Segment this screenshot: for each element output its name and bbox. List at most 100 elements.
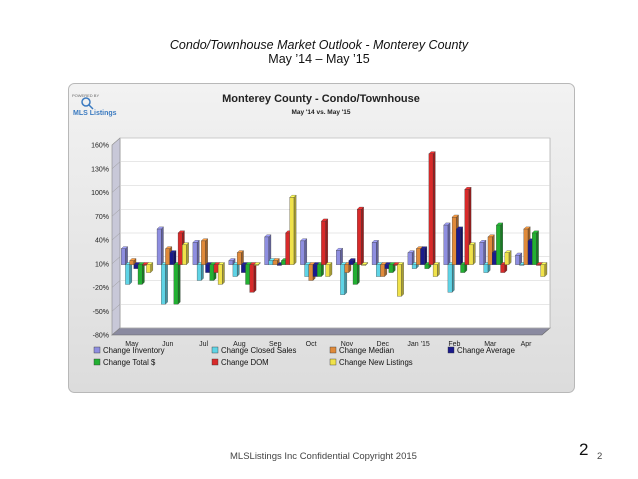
bar-front [411, 264, 417, 269]
bar-side [304, 238, 307, 266]
legend-item: Change Inventory [93, 346, 165, 355]
bar-front [165, 248, 170, 265]
bar [504, 250, 512, 266]
bar-side [173, 250, 177, 266]
x-tick-label: Jul [199, 341, 208, 348]
bar-side [401, 262, 404, 297]
bar-front [249, 264, 255, 293]
y-tick-label: -80% [93, 333, 109, 340]
gridline-side [111, 209, 121, 217]
bar [447, 262, 455, 293]
bar-side [432, 151, 436, 266]
bar [129, 258, 137, 266]
page-number-large: 2 [579, 440, 589, 459]
bar [146, 262, 154, 273]
bar [173, 262, 181, 305]
bar [352, 262, 360, 285]
gridline-side [111, 256, 121, 264]
bar-front [424, 264, 430, 269]
bar-front [380, 264, 385, 277]
bar-front [156, 228, 162, 265]
bar-front [300, 240, 305, 265]
bar-front [177, 232, 183, 265]
bar [495, 222, 504, 266]
bar-front [129, 260, 134, 265]
bar-front [357, 209, 362, 265]
x-axis: May Jun Jul Aug Sep Oct Nov Dec Jan '15 Feb Mar Apr [125, 341, 532, 348]
bar [396, 262, 405, 297]
bar-front [515, 255, 520, 265]
bar-side [508, 250, 512, 266]
bar-front [272, 260, 278, 265]
bar-front [245, 264, 250, 285]
gridline-side [111, 327, 121, 336]
legend-swatch [329, 358, 337, 366]
bar-side [424, 246, 428, 266]
x-tick-label: Jan '15 [407, 341, 429, 348]
bar [455, 226, 464, 266]
y-tick-label: 70% [95, 214, 109, 221]
plot-area [111, 137, 551, 336]
bar-front [523, 228, 529, 265]
y-tick-label: 40% [95, 238, 109, 245]
gridline-side [111, 280, 121, 288]
bar [236, 250, 244, 266]
bar-front [460, 264, 465, 273]
bar-front [241, 264, 246, 273]
bar [200, 238, 209, 266]
bar-front [201, 240, 206, 265]
legend-swatch [93, 358, 101, 366]
bar-front [451, 217, 457, 265]
bar-front [336, 250, 341, 265]
bar [432, 262, 440, 277]
legend-swatch [211, 358, 219, 366]
bar-front [352, 264, 358, 285]
bar-front [213, 264, 219, 273]
bar-front [348, 260, 354, 265]
legend-label: Change DOM [221, 358, 269, 367]
bar-side [201, 262, 204, 281]
bar-side [376, 239, 379, 266]
bar-front [133, 264, 139, 269]
bar [125, 262, 133, 285]
bar-side [293, 194, 297, 266]
bar-front [182, 244, 187, 265]
chart-title: Monterey County - Condo/Townhouse [222, 93, 420, 105]
bar-front [264, 236, 269, 265]
bar-front [483, 264, 489, 273]
y-tick-label: -50% [93, 309, 109, 316]
bar-front [205, 264, 210, 273]
x-tick-label: Nov [341, 341, 354, 348]
bar-front [217, 264, 223, 285]
bar-front [428, 153, 434, 265]
mls-listings-logo: POWERED BY MLS Listings [72, 93, 117, 117]
bar-side [451, 262, 455, 293]
y-tick-label: 10% [95, 261, 109, 268]
bar [160, 262, 169, 305]
bar-side [536, 230, 539, 266]
bar [531, 230, 539, 266]
bar-front [420, 248, 425, 265]
bar-front [325, 264, 330, 277]
bar-front [464, 189, 470, 265]
plot-floor [111, 327, 551, 336]
bar-front [308, 264, 314, 281]
bar-front [397, 264, 402, 297]
legend-swatch [329, 346, 337, 354]
bar [335, 247, 343, 266]
bar-front [253, 264, 259, 266]
logo-magnifier-icon [81, 97, 91, 107]
bar [325, 262, 333, 277]
bar-front [228, 260, 234, 265]
bar-front [312, 264, 318, 277]
legend-item: Change Median [329, 346, 394, 355]
bar-front [232, 264, 238, 277]
bar-front [487, 236, 493, 265]
gridline-side [111, 137, 121, 146]
bar-front [236, 252, 242, 265]
bar-front [321, 220, 326, 265]
bar [361, 262, 369, 266]
legend: Change Inventory Change Closed Sales Chang… [93, 346, 515, 367]
legend-label: Change Median [339, 346, 394, 355]
bar-side [205, 238, 208, 266]
